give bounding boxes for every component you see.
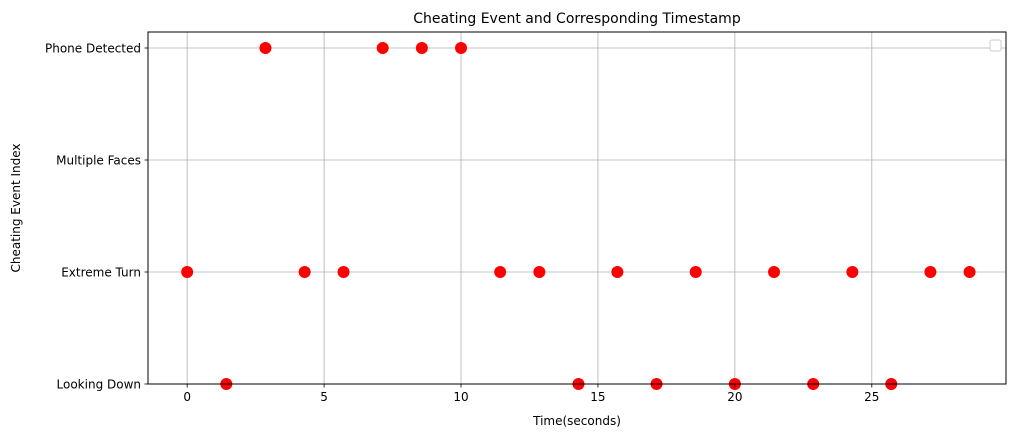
data-point bbox=[768, 266, 781, 278]
y-tick-label: Multiple Faces bbox=[56, 154, 141, 168]
data-point bbox=[963, 266, 976, 278]
x-axis-label: Time(seconds) bbox=[532, 414, 621, 428]
data-point bbox=[689, 266, 702, 278]
y-tick-label: Looking Down bbox=[57, 378, 141, 392]
data-point bbox=[533, 266, 546, 278]
data-point bbox=[259, 42, 272, 54]
data-point bbox=[846, 266, 859, 278]
data-points bbox=[181, 42, 976, 390]
data-point bbox=[298, 266, 311, 278]
x-tick-label: 5 bbox=[320, 390, 328, 404]
x-tick-label: 10 bbox=[453, 390, 468, 404]
data-point bbox=[415, 42, 428, 54]
data-point bbox=[455, 42, 468, 54]
y-tick-label: Extreme Turn bbox=[61, 266, 141, 280]
data-point bbox=[494, 266, 507, 278]
x-tick-label: 15 bbox=[590, 390, 605, 404]
data-point bbox=[181, 266, 194, 278]
data-point bbox=[611, 266, 624, 278]
data-point bbox=[924, 266, 937, 278]
x-tick-label: 0 bbox=[183, 390, 191, 404]
legend-box bbox=[989, 39, 1002, 52]
legend bbox=[989, 39, 1002, 52]
data-point bbox=[376, 42, 389, 54]
y-tick-label: Phone Detected bbox=[45, 42, 141, 56]
plot-frame bbox=[147, 31, 1007, 385]
data-point bbox=[337, 266, 350, 278]
y-axis-label: Cheating Event Index bbox=[9, 143, 23, 272]
grid-lines bbox=[148, 32, 1006, 385]
chart-title: Cheating Event and Corresponding Timesta… bbox=[413, 11, 741, 27]
x-tick-label: 20 bbox=[727, 390, 742, 404]
x-axis-ticks: 0 5 10 15 20 25 bbox=[183, 384, 879, 404]
y-axis-ticks: Looking Down Extreme Turn Multiple Faces Ph… bbox=[45, 42, 148, 392]
x-tick-label: 25 bbox=[864, 390, 879, 404]
